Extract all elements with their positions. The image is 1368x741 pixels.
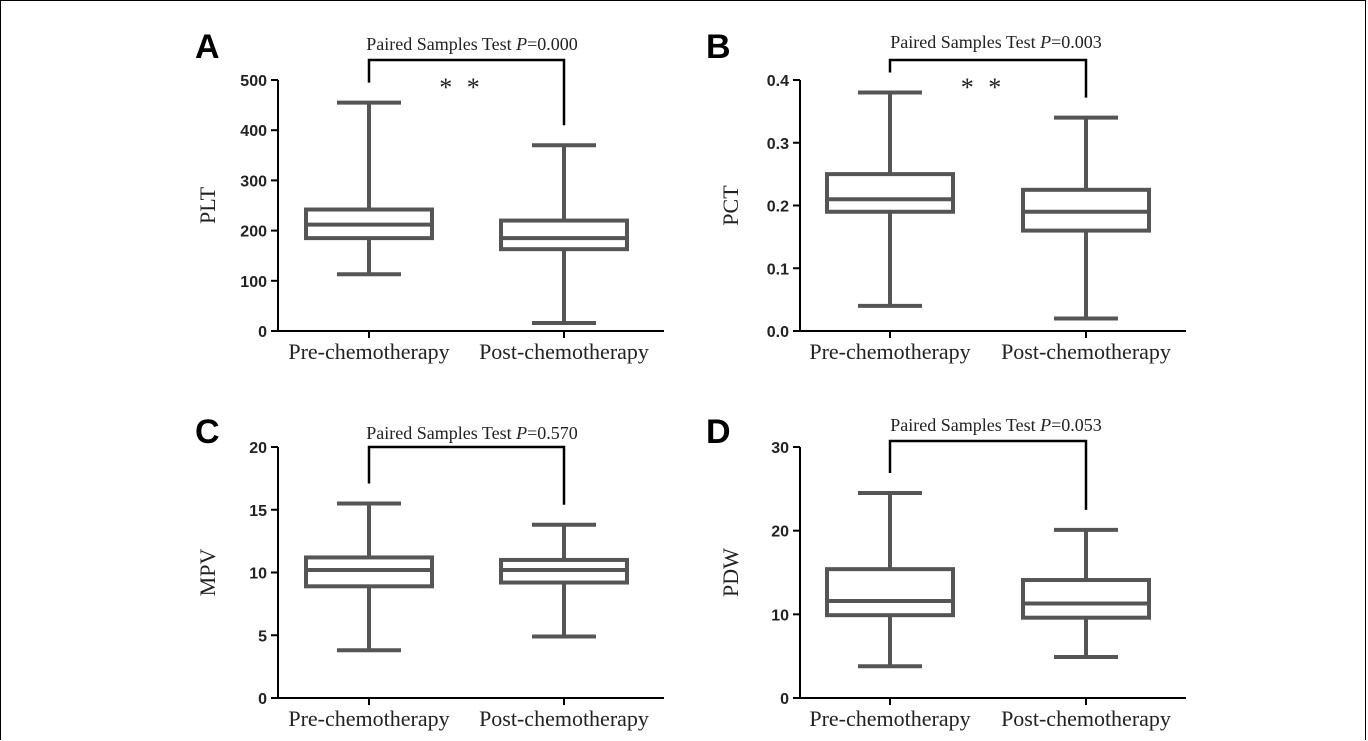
y-axis-label: PLT bbox=[195, 186, 220, 224]
panel-b: B Paired Samples Test P=0.003 * * 0.0 0.1 0.2… bbox=[706, 28, 1186, 364]
y-tick-label: 0.1 bbox=[767, 261, 789, 278]
p-value: =0.570 bbox=[527, 423, 578, 443]
iqr-box bbox=[1021, 578, 1151, 620]
panel-letter: A bbox=[195, 28, 220, 66]
p-symbol: P bbox=[1039, 32, 1051, 52]
significance-stars: * * bbox=[961, 73, 1006, 102]
y-tick-label: 20 bbox=[249, 440, 267, 457]
y-tick-label: 15 bbox=[249, 503, 267, 520]
box-pre bbox=[304, 501, 434, 653]
y-tick-label: 30 bbox=[771, 440, 789, 457]
paired-test-label: Paired Samples Test P=0.003 bbox=[890, 32, 1102, 52]
x-category-label: Post-chemotherapy bbox=[479, 706, 649, 731]
x-category-label: Pre-chemotherapy bbox=[809, 339, 970, 364]
test-prefix: Paired Samples Test bbox=[890, 415, 1040, 435]
y-tick-label: 0.2 bbox=[767, 199, 789, 216]
x-category-label: Post-chemotherapy bbox=[1001, 339, 1171, 364]
x-category-label: Pre-chemotherapy bbox=[809, 706, 970, 731]
p-symbol: P bbox=[1039, 415, 1051, 435]
significance-bracket bbox=[367, 58, 566, 126]
p-symbol: P bbox=[515, 34, 527, 54]
paired-test-label: Paired Samples Test P=0.053 bbox=[890, 415, 1102, 435]
y-tick-label: 20 bbox=[771, 524, 789, 541]
significance-stars: * * bbox=[439, 73, 484, 102]
y-axis-label: PDW bbox=[718, 548, 743, 597]
y-tick-label: 5 bbox=[258, 628, 267, 645]
iqr-box bbox=[499, 218, 629, 252]
panel-letter: C bbox=[195, 413, 220, 451]
y-tick-label: 0.3 bbox=[767, 136, 789, 153]
box-post bbox=[1021, 527, 1151, 660]
y-tick-label: 0 bbox=[258, 691, 267, 708]
y-tick-label: 0 bbox=[780, 691, 789, 708]
box-pre bbox=[304, 100, 434, 277]
significance-bracket bbox=[367, 445, 566, 505]
box-post bbox=[499, 522, 629, 639]
paired-test-label: Paired Samples Test P=0.570 bbox=[366, 423, 578, 443]
y-axis-label: PCT bbox=[718, 185, 743, 226]
panel-letter: D bbox=[706, 413, 731, 451]
y-tick-label: 500 bbox=[240, 73, 267, 90]
panel-a: A Paired Samples Test P=0.000 * * 0 100 200 30… bbox=[195, 28, 664, 364]
p-value: =0.000 bbox=[527, 34, 578, 54]
significance-bracket bbox=[888, 439, 1088, 510]
panel-letter: B bbox=[706, 28, 731, 66]
test-prefix: Paired Samples Test bbox=[366, 423, 516, 443]
iqr-box bbox=[825, 567, 955, 618]
y-tick-label: 0 bbox=[258, 324, 267, 341]
box-post bbox=[1021, 115, 1151, 321]
box-pre bbox=[825, 90, 955, 308]
test-prefix: Paired Samples Test bbox=[890, 32, 1040, 52]
x-category-label: Post-chemotherapy bbox=[1001, 706, 1171, 731]
y-tick-label: 0.0 bbox=[767, 324, 789, 341]
p-value: =0.053 bbox=[1051, 415, 1102, 435]
x-category-label: Pre-chemotherapy bbox=[288, 706, 449, 731]
p-symbol: P bbox=[515, 423, 527, 443]
p-value: =0.003 bbox=[1051, 32, 1102, 52]
y-tick-label: 0.4 bbox=[767, 73, 789, 90]
paired-test-label: Paired Samples Test P=0.000 bbox=[366, 34, 578, 54]
y-tick-label: 400 bbox=[240, 123, 267, 140]
y-axis-label: MPV bbox=[195, 549, 220, 597]
y-tick-label: 300 bbox=[240, 173, 267, 190]
box-post bbox=[499, 143, 629, 325]
y-tick-label: 10 bbox=[249, 566, 267, 583]
box-pre bbox=[825, 491, 955, 669]
iqr-box bbox=[825, 172, 955, 214]
panel-d: D Paired Samples Test P=0.053 0 10 20 30 PDW Pr… bbox=[706, 413, 1186, 731]
panel-c: C Paired Samples Test P=0.570 0 5 10 15 20 MPV P… bbox=[195, 413, 664, 731]
significance-bracket bbox=[888, 58, 1088, 98]
y-tick-label: 100 bbox=[240, 274, 267, 291]
x-category-label: Post-chemotherapy bbox=[479, 339, 649, 364]
y-tick-label: 10 bbox=[771, 607, 789, 624]
x-category-label: Pre-chemotherapy bbox=[288, 339, 449, 364]
y-tick-label: 200 bbox=[240, 224, 267, 241]
test-prefix: Paired Samples Test bbox=[366, 34, 516, 54]
